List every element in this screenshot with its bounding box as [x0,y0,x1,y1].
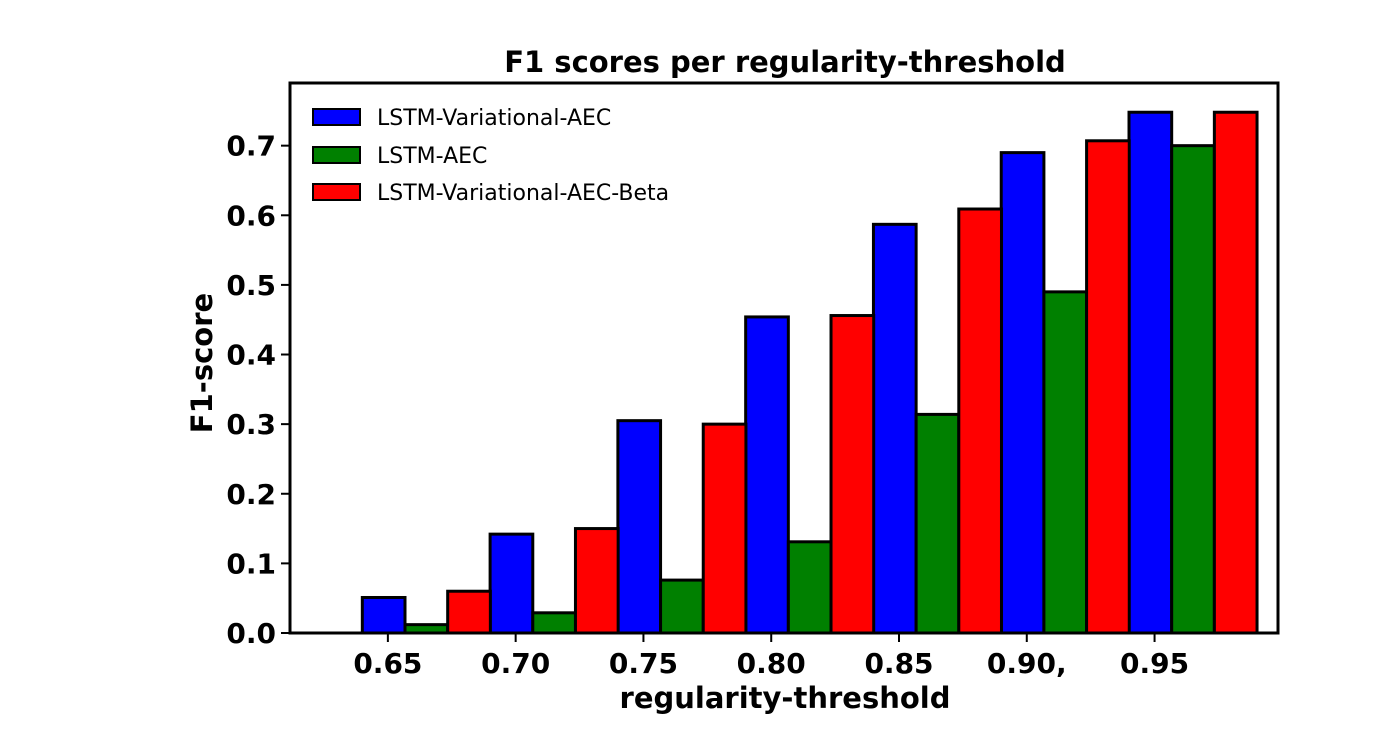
x-tick-label: 0.75 [609,647,678,680]
x-tick-label: 0.70 [481,647,550,680]
x-tick-label: 0.85 [864,647,933,680]
bar-s2-c1 [573,527,620,635]
bar-s0-c2 [616,419,663,635]
bar-s1-c2 [659,578,705,635]
bar-s0-c0 [360,595,407,635]
bar-s0-c1 [488,532,535,635]
legend-label-2: LSTM-Variational-AEC-Beta [377,181,669,206]
bar-s1-c1 [531,611,577,635]
bar-s0-c5 [999,151,1046,635]
bar-s2-c0 [446,589,492,635]
y-axis: 0.0 0.1 0.2 0.3 0.4 0.5 0.6 0.7 [226,130,290,650]
bar-s1-c6 [1170,144,1216,635]
x-tick-label: 0.90, [987,647,1067,680]
x-axis: 0.65 0.70 0.75 0.80 0.85 0.90, 0.95 [353,633,1189,680]
chart-title: F1 scores per regularity-threshold [504,45,1066,79]
bar-s0-c3 [744,315,790,635]
plot-frame [288,81,1280,635]
bars-layer [360,110,1259,635]
y-tick-label: 0.4 [226,339,276,372]
bar-s2-c6 [1212,110,1259,635]
bar-s2-c2 [701,422,748,635]
y-tick-label: 0.7 [226,130,276,163]
bar-s1-c4 [914,412,961,635]
x-tick-label: 0.80 [737,647,806,680]
bar-s1-c5 [1042,290,1089,635]
y-tick-label: 0.5 [226,269,276,302]
y-tick-label: 0.3 [226,408,276,441]
bar-s2-c3 [829,314,876,635]
x-tick-label: 0.95 [1120,647,1189,680]
legend-label-0: LSTM-Variational-AEC [377,106,611,131]
y-tick-label: 0.0 [226,617,276,650]
y-tick-label: 0.1 [226,547,276,580]
bar-s0-c4 [871,222,918,635]
bar-s0-c6 [1127,110,1174,635]
bar-s2-c5 [1085,139,1131,635]
x-tick-label: 0.65 [353,647,422,680]
legend-swatch-0 [312,108,361,126]
y-axis-label: F1-score [185,293,219,433]
legend: LSTM-Variational-AEC LSTM-AEC LSTM-Variati… [312,106,669,206]
legend-swatch-2 [312,183,361,201]
x-axis-label: regularity-threshold [620,681,951,715]
legend-label-1: LSTM-AEC [377,144,487,169]
y-tick-label: 0.6 [226,199,276,232]
y-tick-label: 0.2 [226,478,276,511]
legend-swatch-1 [312,146,361,164]
bar-s1-c3 [786,540,833,635]
bar-s2-c4 [957,207,1003,635]
